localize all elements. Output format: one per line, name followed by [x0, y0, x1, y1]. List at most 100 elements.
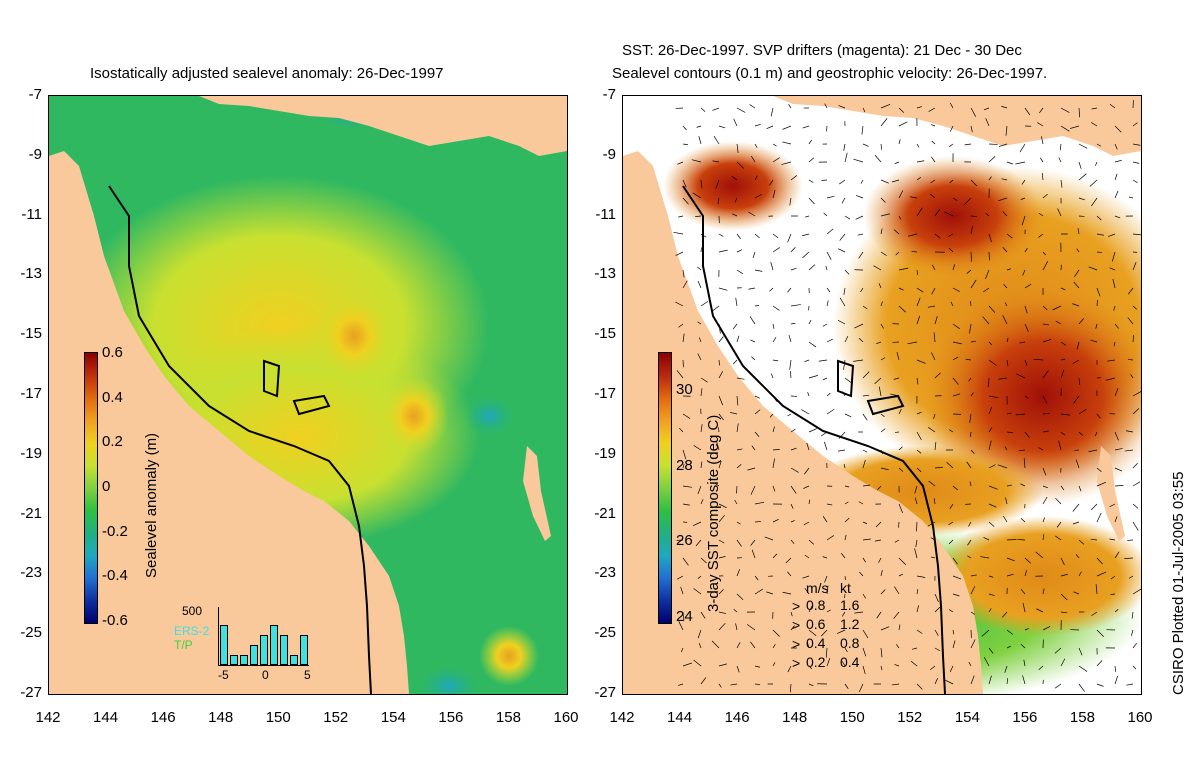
australia-land: [49, 151, 409, 694]
velocity-arrow: [916, 629, 923, 634]
velocity-arrow: [682, 197, 689, 205]
velocity-arrow: [735, 623, 738, 631]
velocity-arrow: [844, 269, 850, 275]
velocity-arrow: [1096, 557, 1103, 565]
sealevel-colorbar-tick: -0.2: [102, 522, 128, 540]
velocity-arrow: [891, 179, 900, 183]
velocity-arrow: [680, 586, 684, 595]
velocity-arrow: [1039, 107, 1044, 114]
sealevel-anomaly-field: [49, 96, 567, 694]
velocity-arrow: [718, 683, 722, 688]
velocity-arrow: [970, 279, 977, 289]
velocity-arrow: [970, 125, 973, 133]
velocity-arrow: [1060, 658, 1066, 667]
velocity-arrow: [927, 427, 936, 433]
velocity-arrow: [718, 413, 724, 421]
velocity-arrow: [822, 556, 828, 559]
velocity-arrow: [718, 460, 722, 469]
velocity-arrow: [988, 427, 993, 433]
sst-colorbar: [658, 352, 672, 624]
velocity-arrow: [1114, 484, 1124, 487]
velocity-arrow: [1060, 369, 1065, 379]
velocity-arrow: [789, 359, 792, 370]
velocity-arrow: [916, 106, 923, 109]
velocity-arrow: [1024, 431, 1030, 438]
velocity-arrow: [806, 641, 810, 649]
velocity-arrow: [682, 333, 685, 343]
histogram-bar: [300, 635, 308, 665]
velocity-arrow: [1042, 517, 1045, 523]
velocity-arrow: [736, 107, 746, 113]
velocity-arrow: [893, 611, 900, 619]
velocity-arrow: [982, 316, 990, 325]
right-map-title-line2: Sealevel contours (0.1 m) and geostrophi…: [612, 65, 1048, 82]
velocity-arrow: [682, 143, 688, 146]
velocity-arrow: [844, 152, 848, 163]
velocity-arrow: [736, 335, 740, 343]
velocity-arrow: [682, 280, 688, 289]
velocity-arrow: [802, 575, 810, 579]
velocity-arrow: [880, 143, 883, 150]
velocity-arrow: [880, 228, 883, 235]
velocity-arrow: [1089, 179, 1098, 187]
velocity-arrow: [1055, 320, 1062, 325]
velocity-arrow: [914, 485, 918, 494]
velocity-arrow: [808, 341, 817, 348]
velocity-arrow: [1094, 431, 1098, 437]
right-lon-tick: 158: [1069, 709, 1095, 726]
velocity-arrow: [675, 301, 684, 307]
velocity-arrow: [931, 140, 936, 145]
velocity-arrow: [808, 683, 814, 687]
right-lon-tick: 146: [724, 709, 750, 726]
velocity-arrow: [844, 485, 850, 488]
velocity-arrow: [700, 301, 709, 307]
shelf-contour: [108, 185, 372, 694]
velocity-arrow: [1091, 122, 1098, 127]
velocity-arrow: [787, 665, 792, 673]
sealevel-colorbar-title: Sealevel anomaly (m): [143, 432, 160, 578]
velocity-arrow: [1038, 212, 1044, 217]
velocity-arrow: [1022, 602, 1026, 613]
velocity-arrow: [931, 156, 936, 163]
velocity-arrow: [682, 557, 689, 566]
right-lon-tick: 144: [667, 709, 693, 726]
velocity-arrow: [916, 143, 920, 148]
velocity-arrow: [1088, 449, 1098, 453]
velocity-legend-kt: 1.6: [840, 597, 860, 613]
velocity-arrow: [916, 315, 921, 325]
velocity-arrow: [1017, 539, 1026, 541]
velocity-arrow: [1024, 107, 1031, 116]
velocity-arrow: [1096, 683, 1104, 687]
velocity-arrow: [678, 323, 684, 328]
velocity-arrow: [748, 287, 756, 290]
velocity-arrow: [952, 341, 962, 345]
velocity-arrow: [862, 593, 866, 599]
velocity-arrow: [1060, 125, 1070, 132]
histogram-bars: [219, 607, 309, 665]
velocity-arrow: [841, 611, 846, 617]
velocity-arrow: [1105, 377, 1116, 381]
velocity-arrow: [952, 197, 958, 201]
velocity-arrow: [968, 521, 972, 527]
velocity-arrow: [880, 197, 886, 203]
velocity-arrow: [700, 677, 707, 685]
velocity-arrow: [736, 143, 739, 153]
histogram-bar: [250, 645, 258, 665]
velocity-arrow: [1024, 628, 1029, 631]
velocity-arrow: [782, 591, 792, 595]
velocity-arrow: [826, 408, 835, 415]
velocity-arrow: [808, 499, 811, 505]
histogram-ymax-label: 500: [182, 604, 203, 618]
velocity-arrow: [1132, 161, 1140, 164]
velocity-arrow: [1078, 431, 1084, 436]
velocity-arrow: [950, 102, 954, 109]
velocity-arrow: [772, 336, 777, 343]
velocity-arrow: [1077, 228, 1080, 235]
velocity-arrow: [1018, 449, 1026, 452]
histogram-bar: [240, 655, 248, 665]
velocity-arrow: [876, 611, 882, 619]
velocity-arrow: [1095, 161, 1098, 166]
velocity-arrow: [837, 319, 846, 325]
velocity-arrow: [931, 352, 936, 361]
velocity-arrow: [858, 251, 864, 259]
